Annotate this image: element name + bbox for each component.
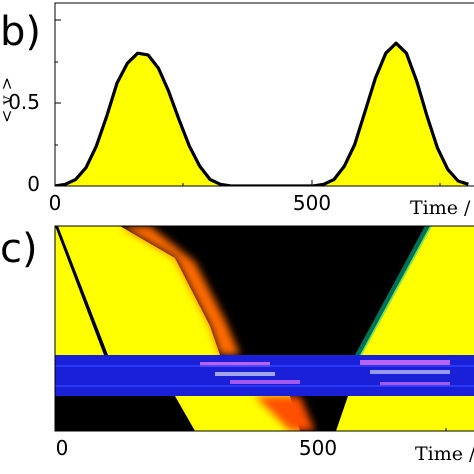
inset-line-2 — [55, 385, 474, 387]
axis-ticks-b — [54, 19, 441, 187]
x-tick-label-500-c: 500 — [299, 436, 337, 460]
front-core-lower-right — [336, 396, 474, 431]
panel-b: b) 0 0.5 0 500 Time / < v > — [0, 2, 474, 219]
x-tick-label-0-b: 0 — [49, 191, 62, 215]
inset-streak-2 — [215, 372, 275, 376]
inset-line-1 — [55, 365, 474, 367]
axis-ticks-c — [61, 425, 447, 431]
inset-streak-1 — [200, 362, 270, 367]
inset-streak-5 — [370, 370, 450, 374]
front-core-upper-right — [360, 226, 474, 355]
x-tick-label-0-c: 0 — [56, 436, 69, 460]
y-tick-label-0-5: 0.5 — [8, 90, 40, 114]
front-leading-edge-right — [355, 226, 432, 355]
inset-streak-4 — [360, 360, 450, 365]
front-edge-upper-left — [120, 226, 240, 355]
inset-streak-6 — [380, 382, 450, 386]
front-edge-lower-left — [255, 396, 315, 431]
x-axis-label-b: Time / — [410, 197, 471, 219]
x-axis-label-c: Time / — [415, 443, 474, 465]
front-trail-upper-left — [55, 226, 108, 355]
heatmap — [55, 226, 474, 431]
front-core-upper-left — [55, 226, 220, 355]
y-axis-label-b: < v > — [0, 77, 16, 123]
series-line — [55, 41, 469, 186]
y-tick-label-0: 0 — [27, 172, 40, 196]
plot-frame-c — [54, 225, 474, 432]
panel-b-label: b) — [0, 9, 41, 55]
inset-streak-3 — [230, 380, 300, 384]
panel-c: c) 0 500 Time — [0, 225, 474, 465]
series-area-fill — [55, 43, 469, 186]
x-tick-label-500-b: 500 — [293, 191, 331, 215]
panel-c-label: c) — [0, 226, 38, 272]
plot-frame-b — [54, 2, 474, 187]
